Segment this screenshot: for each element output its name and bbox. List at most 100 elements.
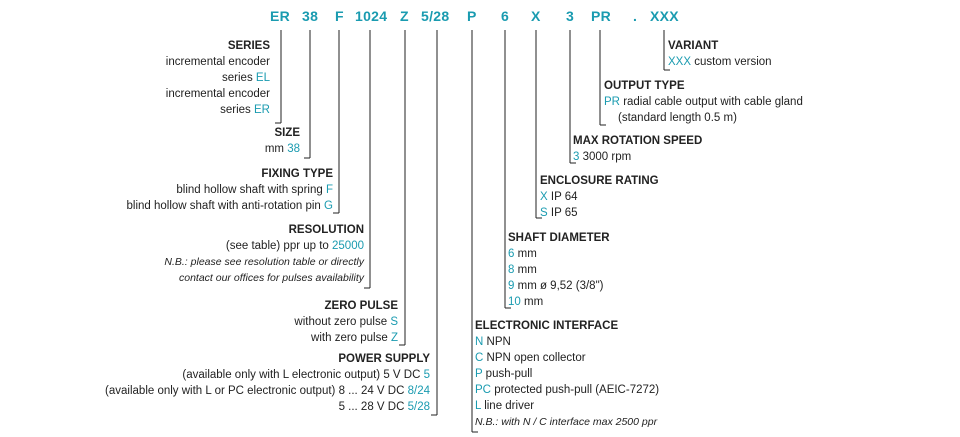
interface-option-5: L line driver (475, 398, 659, 414)
power-option-2-code: 8/24 (407, 385, 430, 397)
enclosure-title: ENCLOSURE RATING (540, 175, 659, 187)
zero-pulse-option-2: with zero pulse Z (294, 330, 398, 346)
code-segment-fixing: F (335, 8, 344, 24)
interface-option-4-text: protected push-pull (AEIC-7272) (494, 384, 660, 396)
interface-note: N.B.: with N / C interface max 2500 ppr (475, 416, 658, 428)
code-segment-shaft: 6 (501, 8, 510, 24)
series-line-4-text: series (220, 104, 251, 116)
code-segment-interface: P (467, 8, 477, 24)
resolution-line: (see table) ppr up to 25000 (164, 238, 364, 254)
fixing-block: FIXING TYPE blind hollow shaft with spri… (127, 166, 334, 214)
output-line-2: (standard length 0.5 m) (618, 112, 737, 124)
resolution-text: (see table) ppr up to (225, 240, 329, 252)
power-option-2-text: (available only with L or PC electronic … (105, 385, 405, 397)
zero-pulse-option-2-code: Z (390, 332, 398, 344)
code-segment-size: 38 (302, 8, 319, 24)
series-code-er: ER (254, 104, 270, 116)
zero-pulse-option-1-code: S (390, 316, 398, 328)
series-title: SERIES (227, 40, 270, 52)
output-block: OUTPUT TYPE PR radial cable output with … (604, 78, 803, 126)
power-option-3: 5 ... 28 V DC 5/28 (105, 399, 430, 415)
series-line-2-text: series (222, 72, 253, 84)
shaft-block: SHAFT DIAMETER 6 mm 8 mm 9 mm ø 9,52 (3/… (508, 230, 610, 310)
resolution-title: RESOLUTION (288, 224, 364, 236)
speed-text: 3000 rpm (582, 151, 632, 163)
series-line-4: series ER (166, 102, 270, 118)
resolution-block: RESOLUTION (see table) ppr up to 25000 N… (164, 222, 364, 286)
power-block: POWER SUPPLY (available only with L elec… (105, 351, 430, 415)
power-option-1-text: (available only with L electronic output… (182, 369, 421, 381)
variant-text: custom version (694, 56, 772, 68)
zero-pulse-option-2-text: with zero pulse (311, 332, 388, 344)
code-segment-resolution: 1024 (355, 8, 388, 24)
output-text: radial cable output with cable gland (623, 96, 803, 108)
interface-option-1-text: NPN (486, 336, 511, 348)
size-block: SIZE mm 38 (265, 125, 300, 157)
shaft-title: SHAFT DIAMETER (508, 232, 610, 244)
interface-option-2: C NPN open collector (475, 350, 659, 366)
fixing-option-1: blind hollow shaft with spring F (127, 182, 333, 198)
size-line: mm 38 (265, 141, 300, 157)
shaft-option-1-code: 6 (508, 248, 515, 260)
output-line: PR radial cable output with cable gland (604, 94, 803, 110)
interface-option-3-code: P (475, 368, 483, 380)
code-segment-dot: . (633, 8, 638, 24)
fixing-option-2-code: G (324, 200, 333, 212)
interface-option-1: N NPN (475, 334, 659, 350)
shaft-option-4: 10 mm (508, 294, 610, 310)
series-line-3: incremental encoder (165, 88, 270, 100)
series-block: SERIES incremental encoder series EL inc… (166, 38, 270, 118)
power-option-1-code: 5 (423, 369, 430, 381)
interface-option-3-text: push-pull (485, 368, 533, 380)
zero-pulse-title: ZERO PULSE (324, 300, 398, 312)
interface-option-1-code: N (475, 336, 484, 348)
enclosure-option-1: X IP 64 (540, 189, 659, 205)
speed-title: MAX ROTATION SPEED (573, 135, 703, 147)
enclosure-option-1-code: X (540, 191, 548, 203)
code-segment-power: 5/28 (421, 8, 450, 24)
interface-option-2-code: C (475, 352, 484, 364)
code-segment-variant: XXX (650, 8, 679, 24)
enclosure-option-2-code: S (540, 207, 548, 219)
code-segment-series: ER (270, 8, 291, 24)
code-segment-speed: 3 (566, 8, 575, 24)
enclosure-option-2-text: IP 65 (550, 207, 578, 219)
shaft-option-2: 8 mm (508, 262, 610, 278)
enclosure-block: ENCLOSURE RATING X IP 64 S IP 65 (540, 173, 659, 221)
speed-code: 3 (573, 151, 580, 163)
resolution-code: 25000 (332, 240, 364, 252)
interface-title: ELECTRONIC INTERFACE (475, 320, 619, 332)
interface-block: ELECTRONIC INTERFACE N NPN C NPN open co… (475, 318, 659, 430)
shaft-option-3: 9 mm ø 9,52 (3/8") (508, 278, 610, 294)
fixing-option-2: blind hollow shaft with anti-rotation pi… (127, 198, 334, 214)
variant-line: XXX custom version (668, 54, 772, 70)
power-option-2: (available only with L or PC electronic … (105, 383, 430, 399)
interface-option-2-text: NPN open collector (486, 352, 586, 364)
zero-pulse-option-1-text: without zero pulse (294, 316, 388, 328)
zero-pulse-block: ZERO PULSE without zero pulse S with zer… (294, 298, 398, 346)
series-code-el: EL (255, 72, 270, 84)
shaft-option-3-code: 9 (508, 280, 515, 292)
resolution-note-2: contact our offices for pulses availabil… (178, 272, 364, 284)
shaft-option-4-text: mm (524, 296, 544, 308)
shaft-option-4-code: 10 (508, 296, 521, 308)
zero-pulse-option-1: without zero pulse S (294, 314, 398, 330)
enclosure-option-1-text: IP 64 (550, 191, 578, 203)
code-segment-zero-pulse: Z (400, 8, 409, 24)
power-option-3-text: 5 ... 28 V DC (338, 401, 405, 413)
shaft-option-1-text: mm (517, 248, 537, 260)
shaft-option-3-text: mm ø 9,52 (3/8") (517, 280, 604, 292)
fixing-option-1-code: F (325, 184, 333, 196)
interface-option-5-code: L (475, 400, 481, 412)
variant-code: XXX (668, 56, 692, 68)
size-code: 38 (287, 143, 300, 155)
power-option-1: (available only with L electronic output… (105, 367, 430, 383)
interface-option-4: PC protected push-pull (AEIC-7272) (475, 382, 659, 398)
output-title: OUTPUT TYPE (604, 80, 685, 92)
fixing-option-1-text: blind hollow shaft with spring (176, 184, 323, 196)
size-title: SIZE (274, 127, 300, 139)
shaft-option-2-code: 8 (508, 264, 515, 276)
power-title: POWER SUPPLY (338, 353, 430, 365)
